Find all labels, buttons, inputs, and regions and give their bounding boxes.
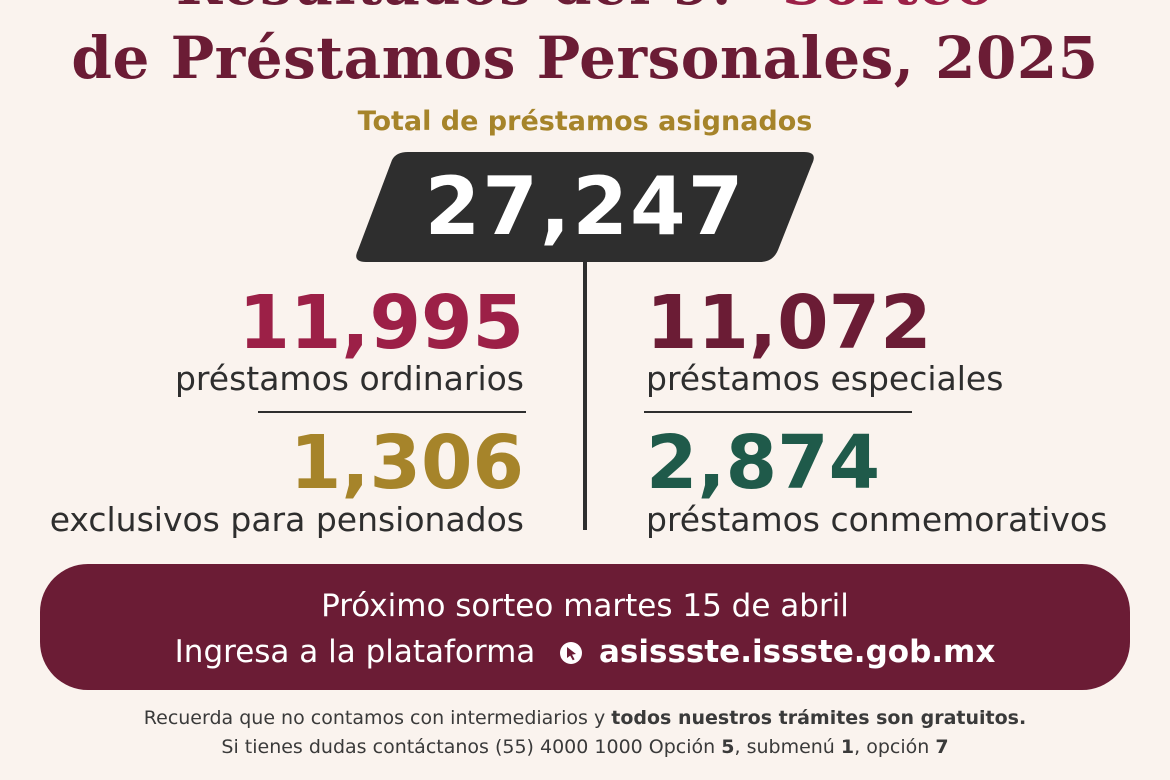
- opcion-number: 5: [721, 736, 735, 758]
- footer-note-2: Si tienes dudas contáctanos (55) 4000 10…: [0, 736, 1170, 758]
- conmemorativos-value: 2,874: [646, 420, 881, 506]
- total-box: 27,247: [352, 152, 818, 262]
- conmemorativos-label: préstamos conmemorativos: [646, 500, 1108, 539]
- platform-prefix: Ingresa a la plataforma: [174, 634, 536, 670]
- ordinarios-value: 11,995: [238, 280, 524, 366]
- title-line1-part1: Resultados del 9.º: [176, 0, 761, 18]
- note1-prefix: Recuerda que no contamos con intermediar…: [143, 707, 606, 729]
- note1-bold: todos nuestros trámites son gratuitos.: [611, 707, 1027, 729]
- right-divider: [644, 411, 912, 413]
- next-draw-text: Próximo sorteo martes 15 de abril: [321, 588, 849, 624]
- title-line1-accent: Sorteo: [782, 0, 994, 18]
- platform-line: Ingresa a la plataforma asissste.issste.…: [40, 634, 1130, 670]
- especiales-label: préstamos especiales: [646, 359, 1004, 398]
- total-value: 27,247: [424, 160, 746, 253]
- opcion2-prefix: , opción: [854, 736, 930, 758]
- page-title-line1: Resultados del 9.º Sorteo: [0, 0, 1170, 18]
- next-draw-banner: Próximo sorteo martes 15 de abril Ingres…: [40, 564, 1130, 690]
- note2-prefix: Si tienes dudas contáctanos (55) 4000 10…: [221, 736, 716, 758]
- page-title-line2: de Préstamos Personales, 2025: [71, 24, 1099, 92]
- platform-link[interactable]: asissste.issste.gob.mx: [599, 634, 996, 670]
- center-divider: [583, 262, 587, 530]
- pensionados-label: exclusivos para pensionados: [49, 500, 524, 539]
- subtitle: Total de préstamos asignados: [357, 106, 813, 137]
- cursor-click-icon: [559, 637, 583, 664]
- especiales-value: 11,072: [646, 280, 932, 366]
- left-divider: [258, 411, 526, 413]
- submenu-number: 1: [840, 736, 855, 758]
- ordinarios-label: préstamos ordinarios: [174, 359, 524, 398]
- total-box-shape: [356, 152, 814, 262]
- pensionados-value: 1,306: [289, 420, 524, 506]
- submenu-prefix: , submenú: [734, 736, 835, 758]
- opcion2-number: 7: [935, 736, 949, 758]
- footer-note-1: Recuerda que no contamos con intermediar…: [0, 707, 1170, 729]
